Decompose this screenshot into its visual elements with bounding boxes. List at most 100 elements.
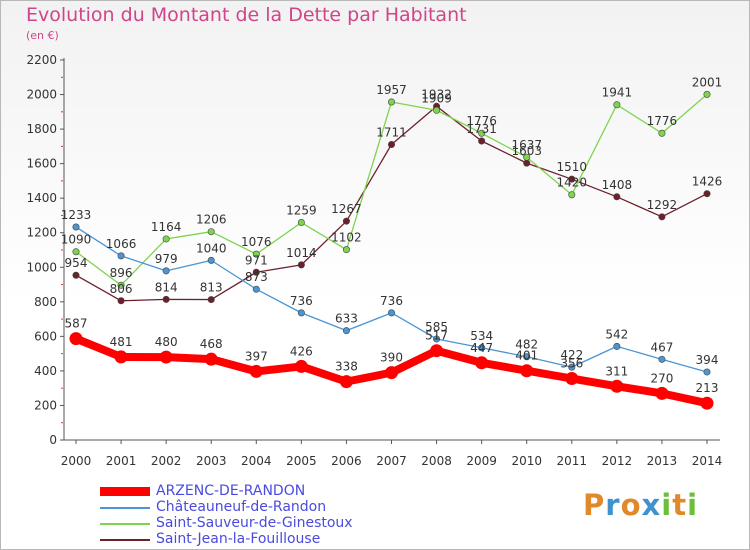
legend-item: Saint-Sauveur-de-Ginestoux: [100, 515, 430, 532]
data-label: 480: [155, 335, 178, 349]
data-point: [249, 364, 263, 378]
data-point: [159, 350, 173, 364]
data-point: [658, 213, 666, 221]
value-labels: 587 481 480 468 397 426 338 390 517 447 401 356 311 2…: [61, 75, 723, 395]
data-label: 585: [425, 320, 448, 334]
legend-label: ARZENC-DE-RANDON: [156, 483, 306, 499]
data-label: 517: [425, 329, 448, 343]
data-label: 736: [380, 294, 403, 308]
data-point: [568, 175, 576, 183]
data-label: 1420: [557, 176, 588, 190]
data-point: [478, 129, 486, 137]
data-label: 1776: [647, 114, 678, 128]
data-label: 394: [696, 353, 719, 367]
legend-label: Saint-Jean-la-Fouillouse: [156, 531, 321, 547]
data-label: 1090: [61, 233, 92, 247]
data-point: [207, 296, 215, 304]
x-tick-label: 2007: [376, 454, 407, 468]
data-label: 736: [290, 294, 313, 308]
data-point: [385, 366, 398, 380]
data-point: [478, 344, 486, 352]
legend-item: Saint-Jean-la-Fouillouse: [100, 531, 430, 548]
data-label: 896: [110, 266, 133, 280]
data-label: 1957: [376, 83, 407, 97]
data-point: [342, 217, 350, 225]
x-tick-label: 2012: [602, 454, 633, 468]
data-point: [433, 106, 441, 114]
data-point: [703, 368, 711, 376]
y-tick-label: 0: [49, 433, 57, 447]
data-point: [117, 297, 125, 305]
data-point: [658, 129, 666, 137]
proxiti-logo: Proxiti: [583, 488, 698, 522]
data-label: 1066: [106, 237, 137, 251]
x-tick-label: 2003: [196, 454, 227, 468]
data-label: 1603: [511, 144, 542, 158]
x-tick-label: 2014: [692, 454, 723, 468]
data-point: [703, 190, 711, 198]
data-label: 979: [155, 252, 178, 266]
data-point: [252, 250, 260, 258]
data-point: [297, 309, 305, 317]
legend-label: Saint-Sauveur-de-Ginestoux: [156, 515, 353, 531]
y-tick-label: 1800: [26, 122, 57, 136]
data-label: 2001: [692, 75, 723, 89]
data-label: 1206: [196, 213, 227, 227]
x-tick-label: 2011: [557, 454, 588, 468]
data-label: 954: [65, 256, 88, 270]
data-point: [523, 153, 531, 161]
data-point: [568, 363, 576, 371]
data-point: [72, 271, 80, 279]
chart-axes: 0 200 400 600 800 1000 1200 1400 1600 1800 2000 220…: [26, 53, 722, 468]
data-label: 1292: [647, 198, 678, 212]
y-tick-label: 400: [34, 364, 57, 378]
y-tick-label: 800: [34, 295, 57, 309]
y-tick-label: 600: [34, 329, 57, 343]
x-tick-label: 2004: [241, 454, 272, 468]
data-point: [117, 281, 125, 289]
x-tick-label: 2006: [331, 454, 362, 468]
data-point: [297, 219, 305, 227]
data-label: 1932: [421, 87, 452, 101]
logo-letter: x: [641, 488, 662, 522]
data-point: [658, 355, 666, 363]
data-point: [297, 261, 305, 269]
logo-letter: i: [661, 488, 673, 522]
data-label: 1233: [61, 208, 92, 222]
data-label: 1711: [376, 125, 407, 139]
unit-label: (en €): [26, 29, 59, 42]
x-tick-label: 2013: [647, 454, 678, 468]
legend-swatch: [100, 523, 150, 525]
data-label: 213: [696, 381, 719, 395]
x-tick-label: 2001: [106, 454, 137, 468]
data-point: [568, 191, 576, 199]
data-point: [565, 372, 579, 386]
x-tick-label: 2002: [151, 454, 182, 468]
data-label: 467: [650, 340, 673, 354]
data-label: 587: [65, 317, 88, 331]
data-label: 633: [335, 312, 358, 326]
data-point: [610, 379, 624, 393]
data-point: [613, 193, 621, 201]
data-label: 390: [380, 351, 403, 365]
y-tick-label: 1000: [26, 260, 57, 274]
data-point: [72, 223, 80, 231]
chart-title: Evolution du Montant de la Dette par Hab…: [26, 4, 467, 26]
data-point: [387, 309, 395, 317]
legend-item: Châteauneuf-de-Randon: [100, 499, 430, 516]
x-tick-label: 2008: [421, 454, 452, 468]
data-label: 422: [560, 348, 583, 362]
data-label: 270: [650, 371, 673, 385]
data-label: 873: [245, 270, 268, 284]
data-point: [162, 235, 170, 243]
data-point: [433, 335, 441, 343]
data-point: [703, 90, 711, 98]
data-label: 1510: [557, 160, 588, 174]
data-label: 542: [605, 327, 628, 341]
data-label: 1164: [151, 220, 182, 234]
legend-swatch: [100, 487, 150, 496]
y-tick-label: 1200: [26, 226, 57, 240]
y-tick-label: 2200: [26, 53, 57, 67]
data-label: 1776: [466, 114, 497, 128]
legend-swatch: [100, 539, 150, 541]
